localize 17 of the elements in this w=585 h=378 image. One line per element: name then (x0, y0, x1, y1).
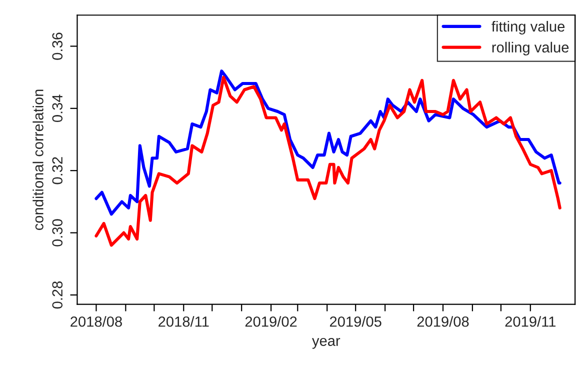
y-tick-label: 0.32 (52, 157, 63, 184)
x-tick-label: 2019/05 (330, 316, 382, 327)
line-series (94, 70, 562, 216)
y-tick-label: 0.36 (52, 32, 63, 60)
x-tick-label: 2018/11 (158, 316, 209, 327)
x-tick-label: 2019/02 (245, 316, 297, 327)
line-series (94, 76, 562, 247)
x-tick-label: 2019/08 (417, 316, 469, 327)
x-axis-title: year (312, 338, 340, 349)
x-tick-label: 2019/11 (505, 316, 556, 327)
y-tick-label: 0.34 (52, 94, 63, 122)
x-tick-label: 2018/08 (70, 316, 122, 327)
y-tick-label: 0.30 (52, 219, 63, 246)
legend-label: rolling value (492, 42, 569, 56)
y-axis-title: conditional correlation (32, 90, 44, 230)
y-tick-label: 0.28 (52, 281, 63, 309)
legend-label: fitting value (492, 20, 565, 35)
